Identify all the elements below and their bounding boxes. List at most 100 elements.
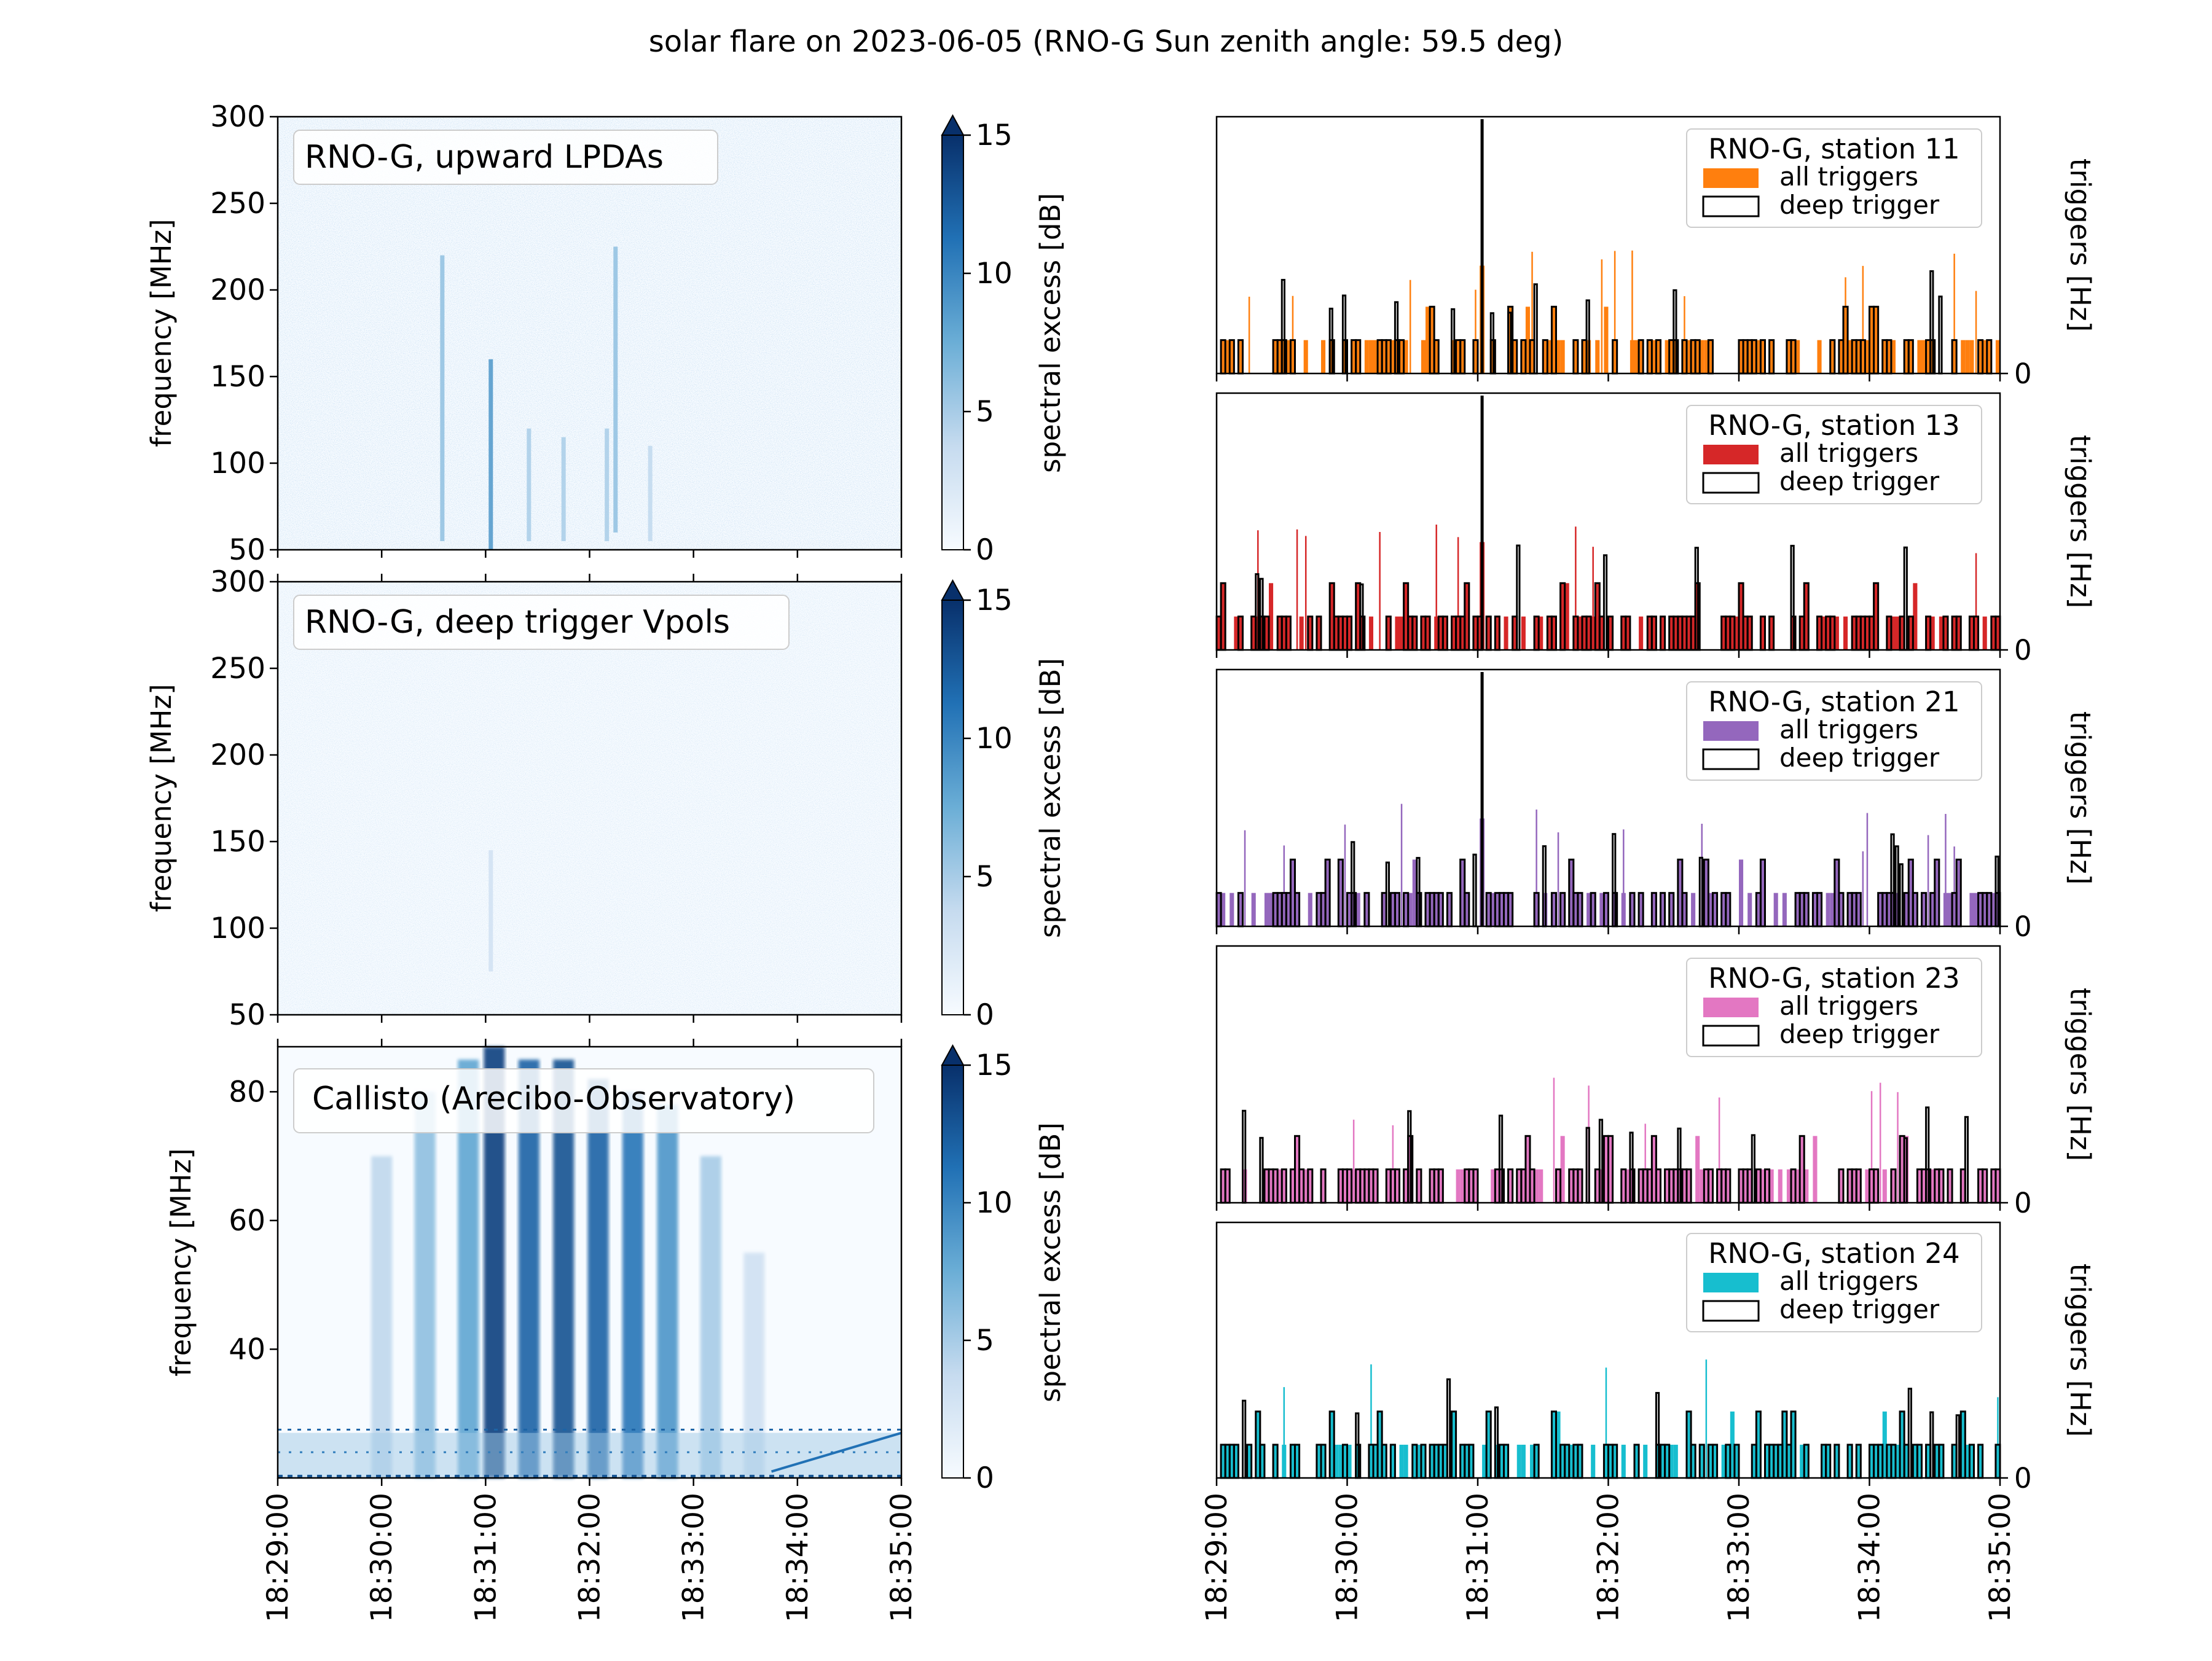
y-tick-label: 0 xyxy=(2014,634,2032,666)
bar-all-trigger xyxy=(1982,340,1987,373)
bar-all-trigger xyxy=(1330,1411,1335,1478)
bar-all-trigger xyxy=(1469,1169,1473,1203)
bar-all-trigger xyxy=(1464,893,1469,926)
bar-all-trigger xyxy=(1378,340,1382,373)
bar-all-trigger xyxy=(1652,893,1657,926)
bar-all-trigger xyxy=(1682,1169,1687,1203)
bar-all-trigger xyxy=(1569,859,1574,926)
bar-all-trigger xyxy=(1865,340,1870,373)
colorbar-tick-label: 10 xyxy=(976,722,1013,756)
bar-all-trigger xyxy=(1460,616,1465,650)
bar-all-trigger xyxy=(1426,616,1430,650)
bar-all-trigger xyxy=(1830,893,1835,926)
bar-all-trigger xyxy=(1978,1444,1983,1478)
burst-group xyxy=(440,246,653,550)
x-axis xyxy=(1215,650,2001,658)
bar-all-trigger xyxy=(1264,893,1269,926)
bar-all-trigger xyxy=(1712,893,1717,926)
bar-all-trigger xyxy=(1464,583,1469,650)
bar-all-trigger xyxy=(1900,616,1905,650)
bar-all-trigger xyxy=(1390,1444,1395,1478)
bar-all-trigger xyxy=(1421,340,1426,373)
legend-swatch-all xyxy=(1703,1273,1759,1292)
y-tick-label: 0 xyxy=(2014,910,2032,943)
bar-all-trigger xyxy=(1873,307,1878,373)
bar-all-trigger xyxy=(1499,893,1504,926)
bar-all-trigger xyxy=(1921,893,1926,926)
bar-all-trigger xyxy=(1908,616,1913,650)
legend-swatch-deep xyxy=(1702,1025,1760,1047)
bar-all-trigger xyxy=(1913,1444,1918,1478)
bar-all-trigger xyxy=(1652,616,1657,650)
bar-all-trigger xyxy=(1621,1169,1626,1203)
legend-box xyxy=(1686,681,1982,781)
bar-all-trigger xyxy=(1221,1444,1226,1478)
bar-all-trigger xyxy=(1826,1444,1830,1478)
x-tick-labels-right: 18:29:00 18:30:00 18:31:00 18:32:00 18:33:00… xyxy=(1200,1493,2017,1622)
bar-all-trigger xyxy=(1238,340,1243,373)
bar-all-trigger xyxy=(1221,583,1226,650)
bar-all-trigger xyxy=(1412,1444,1417,1478)
bar-all-trigger xyxy=(1869,1444,1874,1478)
colorbar-label: spectral excess [dB] xyxy=(1034,658,1067,938)
bar-all-trigger xyxy=(1687,616,1692,650)
legend-box xyxy=(1686,405,1982,504)
colorbar-tick-label: 15 xyxy=(976,1049,1013,1082)
bar-all-trigger xyxy=(1364,340,1369,373)
bar-all-trigger xyxy=(1560,1444,1565,1478)
bar-all-trigger xyxy=(1673,1169,1678,1203)
bar-all-trigger xyxy=(1525,307,1530,373)
bar-all-trigger xyxy=(1586,893,1591,926)
bar-all-trigger xyxy=(1956,616,1961,650)
bar-all-trigger xyxy=(1521,616,1526,650)
bar-all-trigger xyxy=(1700,340,1704,373)
y-tick-label: 100 xyxy=(210,912,265,945)
bar-all-trigger xyxy=(1491,1169,1496,1203)
bar-all-trigger xyxy=(1743,616,1748,650)
bar-all-trigger xyxy=(1677,616,1682,650)
bar-all-trigger xyxy=(1896,1444,1900,1478)
bar-all-trigger xyxy=(1612,1444,1617,1478)
burst-mark xyxy=(527,428,531,541)
y-tick-label: 300 xyxy=(210,100,265,134)
bar-all-trigger xyxy=(1882,340,1887,373)
bar-all-trigger xyxy=(1591,893,1596,926)
bar-all-trigger xyxy=(1321,340,1326,373)
bar-all-trigger xyxy=(1882,893,1887,926)
bar-all-trigger xyxy=(1773,893,1778,926)
heatmap-panel-callisto: 40 60 80 frequency [MHz] Callisto (Arecibo… xyxy=(165,1039,1067,1495)
colorbar-tick-label: 0 xyxy=(976,1461,994,1495)
bar-all-trigger xyxy=(1934,859,1939,926)
bar-all-trigger xyxy=(1891,1444,1896,1478)
bar-all-trigger xyxy=(1586,616,1591,650)
bar-all-trigger xyxy=(1873,1169,1878,1203)
bar-all-trigger xyxy=(1373,1444,1378,1478)
colorbar-label: spectral excess [dB] xyxy=(1034,1122,1067,1402)
bar-all-trigger xyxy=(1791,340,1796,373)
bar-all-trigger xyxy=(1725,1169,1730,1203)
bar-all-trigger xyxy=(1712,1444,1717,1478)
bar-all-trigger xyxy=(1865,616,1870,650)
bar-all-trigger xyxy=(1743,340,1748,373)
bar-all-trigger xyxy=(1926,1444,1931,1478)
bar-all-trigger xyxy=(1551,1411,1556,1478)
bar-all-trigger xyxy=(1896,616,1900,650)
y-tick-label: 50 xyxy=(229,998,265,1032)
bar-all-trigger xyxy=(1861,616,1865,650)
bar-all-trigger xyxy=(1269,893,1274,926)
legend-swatch-all xyxy=(1703,721,1759,741)
rfi-band-fill xyxy=(278,1432,901,1478)
bar-all-trigger xyxy=(1704,859,1709,926)
bar-all-trigger xyxy=(1608,1444,1613,1478)
bar-all-trigger xyxy=(1747,893,1752,926)
legend: RNO-G, station 24 all triggers deep trig… xyxy=(1686,1233,1982,1332)
bar-all-trigger xyxy=(1403,1444,1408,1478)
bar-all-trigger xyxy=(1904,1444,1909,1478)
bar-all-trigger xyxy=(1982,616,1987,650)
colorbar-tick-label: 5 xyxy=(976,395,994,429)
bar-all-trigger xyxy=(1238,616,1243,650)
bar-all-trigger xyxy=(1460,340,1465,373)
bar-all-trigger xyxy=(1230,893,1234,926)
bar-all-trigger xyxy=(1791,1411,1796,1478)
bar-all-trigger xyxy=(1460,1169,1465,1203)
